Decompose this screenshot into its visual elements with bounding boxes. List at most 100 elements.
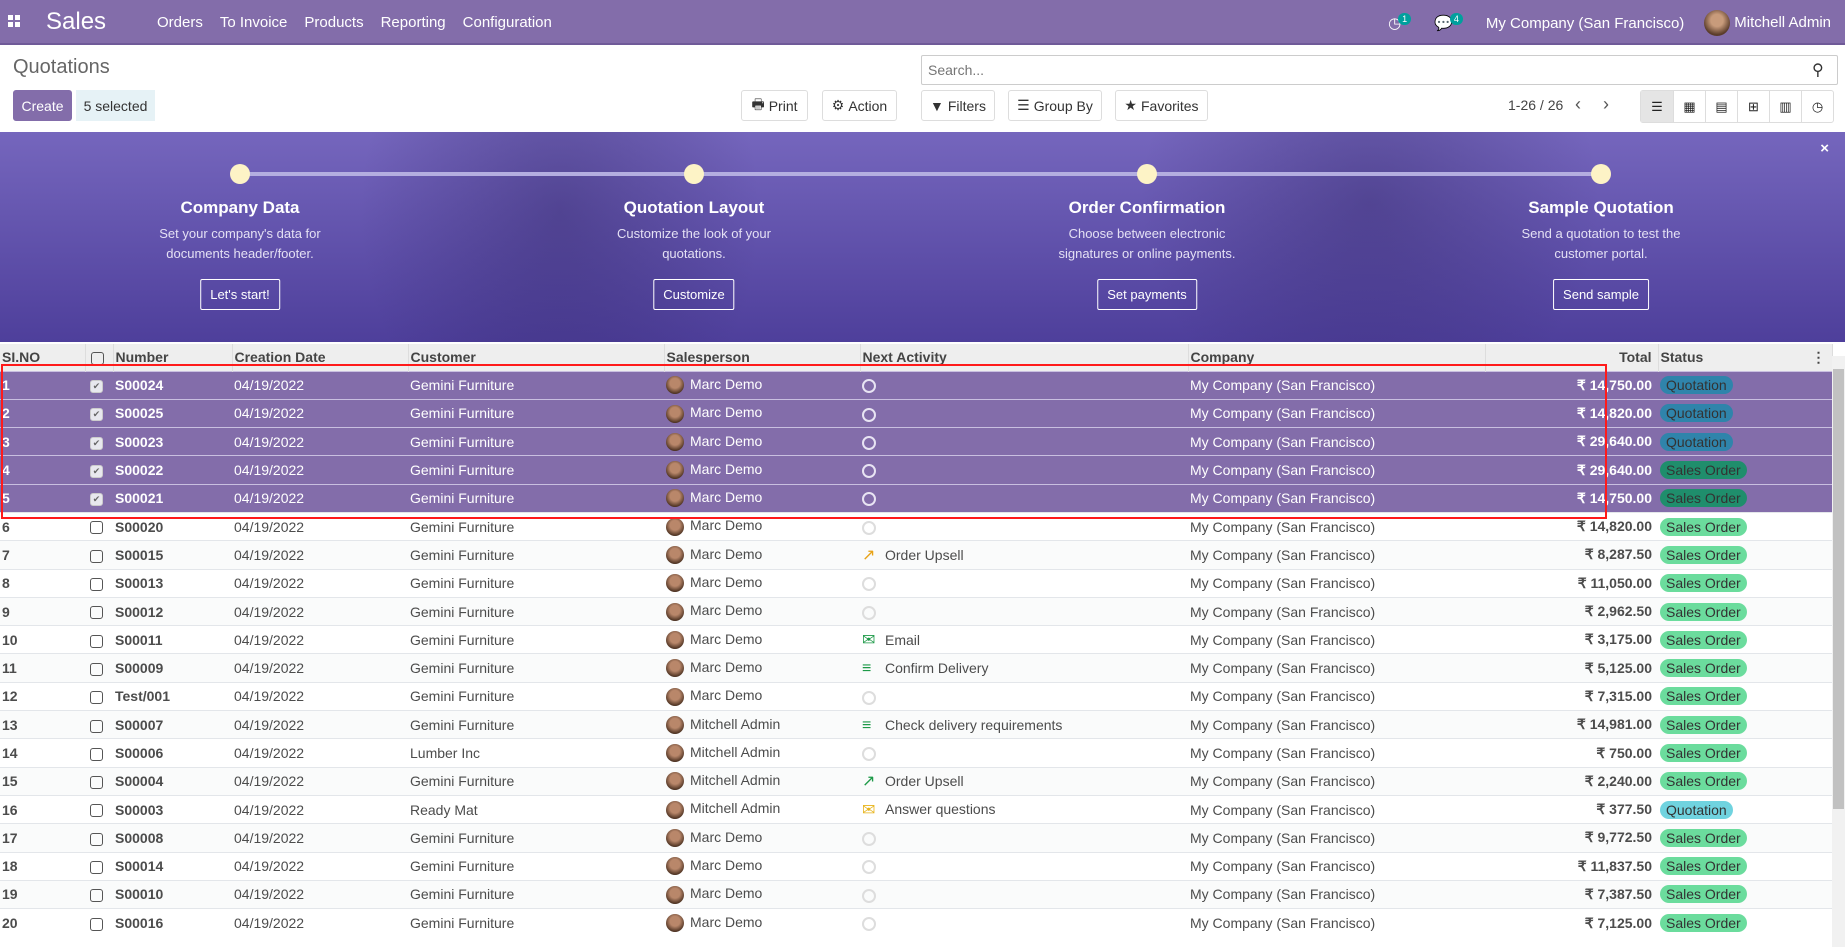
menu-to-invoice[interactable]: To Invoice — [219, 14, 288, 31]
row-checkbox[interactable] — [90, 549, 103, 563]
row-checkbox[interactable] — [90, 691, 103, 705]
table-row[interactable]: 14 S00006 04/19/2022 Lumber Inc Mitchell Adm… — [0, 738, 1832, 768]
scrollbar[interactable] — [1832, 356, 1845, 947]
activity-label[interactable]: Order Upsell — [885, 773, 964, 790]
clock-icon[interactable] — [862, 492, 876, 507]
row-checkbox[interactable] — [90, 662, 103, 676]
clock-icon[interactable] — [862, 605, 876, 620]
table-row[interactable]: 6 S00020 04/19/2022 Gemini Furniture Marc De… — [0, 511, 1832, 541]
row-select-cell[interactable] — [85, 511, 113, 541]
menu-products[interactable]: Products — [304, 14, 364, 31]
action-button[interactable]: ⚙ Action — [822, 90, 897, 121]
upsell-green-icon[interactable]: ↗ — [862, 773, 876, 791]
row-checkbox[interactable] — [90, 832, 103, 846]
table-row[interactable]: 20 S00016 04/19/2022 Gemini Furniture Marc D… — [0, 908, 1832, 937]
table-row[interactable]: 17 S00008 04/19/2022 Gemini Furniture Marc D… — [0, 823, 1832, 853]
row-select-cell[interactable] — [85, 653, 113, 683]
clock-icon[interactable] — [862, 577, 876, 592]
table-row[interactable]: 1 ✔ S00024 04/19/2022 Gemini Furniture Marc D… — [0, 370, 1832, 400]
table-row[interactable]: 5 ✔ S00021 04/19/2022 Gemini Furniture Marc D… — [0, 483, 1832, 513]
table-row[interactable]: 9 S00012 04/19/2022 Gemini Furniture Marc De… — [0, 596, 1832, 626]
upsell-orange-icon[interactable]: ↗ — [862, 547, 876, 565]
app-name[interactable]: Sales — [46, 8, 107, 35]
table-row[interactable]: 11 S00009 04/19/2022 Gemini Furniture Marc D… — [0, 653, 1832, 683]
row-checkbox[interactable]: ✔ — [90, 379, 103, 393]
table-row[interactable]: 12 Test/001 04/19/2022 Gemini Furniture Marc… — [0, 681, 1832, 711]
pager-next-icon[interactable]: › — [1603, 94, 1609, 114]
send-sample-button[interactable]: Send sample — [1553, 279, 1649, 310]
menu-configuration[interactable]: Configuration — [462, 14, 552, 31]
activity-label[interactable]: Answer questions — [885, 801, 996, 818]
favorites-button[interactable]: ★ Favorites — [1115, 90, 1208, 121]
pager-previous-icon[interactable]: ‹ — [1575, 94, 1581, 114]
print-button[interactable]: 🖶 Print — [741, 90, 808, 121]
table-row[interactable]: 18 S00014 04/19/2022 Gemini Furniture Marc D… — [0, 851, 1832, 881]
col-salesperson[interactable]: Salesperson — [664, 344, 861, 371]
row-checkbox[interactable] — [90, 606, 103, 620]
filters-button[interactable]: ▼ Filters — [921, 90, 995, 121]
messages-button[interactable]: 💬4 — [1434, 13, 1466, 32]
activity-label[interactable]: Check delivery requirements — [885, 716, 1063, 733]
table-row[interactable]: 7 S00015 04/19/2022 Gemini Furniture Marc De… — [0, 540, 1832, 570]
table-row[interactable]: 19 S00010 04/19/2022 Gemini Furniture Marc D… — [0, 879, 1832, 909]
row-checkbox[interactable] — [90, 521, 103, 535]
col-customer[interactable]: Customer — [408, 344, 665, 371]
activity-icon[interactable]: ◷ — [1801, 91, 1833, 122]
company-switcher[interactable]: My Company (San Francisco) — [1485, 14, 1685, 32]
row-select-cell[interactable] — [85, 851, 113, 881]
menu-reporting[interactable]: Reporting — [380, 14, 446, 31]
email-yellow-icon[interactable]: ✉ — [862, 801, 876, 819]
row-select-cell[interactable] — [85, 766, 113, 796]
row-select-cell[interactable]: ✔ — [85, 483, 113, 513]
table-row[interactable]: 3 ✔ S00023 04/19/2022 Gemini Furniture Marc D… — [0, 427, 1832, 456]
col-total[interactable]: Total — [1485, 344, 1659, 371]
row-checkbox[interactable] — [90, 634, 103, 648]
row-select-cell[interactable] — [85, 625, 113, 654]
table-row[interactable]: 13 S00007 04/19/2022 Gemini Furniture Mitche… — [0, 710, 1832, 739]
clock-icon[interactable] — [862, 888, 876, 903]
row-select-cell[interactable]: ✔ — [85, 455, 113, 485]
row-checkbox[interactable] — [90, 578, 103, 592]
pivot-icon[interactable]: ⊞ — [1737, 91, 1769, 122]
pager-value[interactable]: 1-26 / 26 — [1508, 97, 1564, 113]
clock-icon[interactable] — [862, 520, 876, 535]
row-checkbox[interactable]: ✔ — [90, 493, 103, 507]
clock-icon[interactable] — [862, 379, 876, 394]
table-row[interactable]: 10 S00011 04/19/2022 Gemini Furniture Marc D… — [0, 625, 1832, 654]
row-checkbox[interactable] — [90, 889, 103, 903]
row-select-cell[interactable] — [85, 738, 113, 768]
row-checkbox[interactable] — [90, 776, 103, 790]
row-select-cell[interactable] — [85, 710, 113, 739]
calendar-icon[interactable]: ▤ — [1705, 91, 1737, 122]
row-checkbox[interactable] — [90, 719, 103, 733]
row-select-cell[interactable] — [85, 794, 113, 824]
clock-icon[interactable] — [862, 747, 876, 762]
todo-green-icon[interactable]: ≡ — [862, 716, 872, 734]
todo-green-icon[interactable]: ≡ — [862, 660, 872, 678]
row-checkbox[interactable]: ✔ — [90, 408, 103, 422]
clock-icon[interactable] — [862, 832, 876, 847]
clock-icon[interactable] — [862, 690, 876, 705]
row-checkbox[interactable] — [90, 860, 103, 874]
clock-icon[interactable] — [862, 407, 876, 422]
row-select-cell[interactable] — [85, 681, 113, 711]
activity-button[interactable]: ◷1 — [1388, 13, 1414, 32]
row-select-cell[interactable] — [85, 879, 113, 909]
row-checkbox[interactable]: ✔ — [90, 464, 103, 478]
table-row[interactable]: 4 ✔ S00022 04/19/2022 Gemini Furniture Marc D… — [0, 455, 1832, 485]
col-status[interactable]: Status ⋮ — [1658, 344, 1833, 371]
col-number[interactable]: Number — [113, 344, 233, 371]
activity-label[interactable]: Order Upsell — [885, 546, 964, 563]
table-row[interactable]: 16 S00003 04/19/2022 Ready Mat Mitchell Admi… — [0, 794, 1832, 824]
apps-menu-icon[interactable] — [8, 15, 20, 27]
clock-icon[interactable] — [862, 464, 876, 479]
col-company[interactable]: Company — [1188, 344, 1486, 371]
lets-start-button[interactable]: Let's start! — [200, 279, 280, 310]
activity-label[interactable]: Confirm Delivery — [885, 659, 989, 676]
col-next-activity[interactable]: Next Activity — [860, 344, 1189, 371]
table-row[interactable]: 2 ✔ S00025 04/19/2022 Gemini Furniture Marc D… — [0, 398, 1832, 428]
optional-columns-icon[interactable]: ⋮ — [1811, 348, 1826, 365]
clock-icon[interactable] — [862, 860, 876, 875]
row-select-cell[interactable]: ✔ — [85, 370, 113, 400]
table-row[interactable]: 8 S00013 04/19/2022 Gemini Furniture Marc De… — [0, 568, 1832, 598]
